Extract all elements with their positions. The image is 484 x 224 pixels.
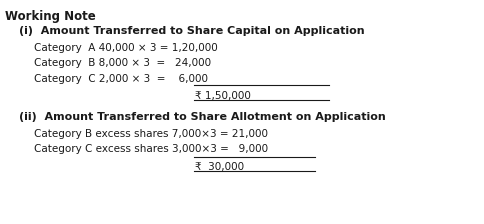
Text: Category  B 8,000 × 3  =   24,000: Category B 8,000 × 3 = 24,000 xyxy=(34,58,211,68)
Text: Category  A 40,000 × 3 = 1,20,000: Category A 40,000 × 3 = 1,20,000 xyxy=(34,43,218,53)
Text: ₹  30,000: ₹ 30,000 xyxy=(195,162,243,172)
Text: Working Note: Working Note xyxy=(5,10,96,23)
Text: (ii)  Amount Transferred to Share Allotment on Application: (ii) Amount Transferred to Share Allotme… xyxy=(19,112,386,122)
Text: Category C excess shares 3,000×3 =   9,000: Category C excess shares 3,000×3 = 9,000 xyxy=(34,144,268,155)
Text: ₹ 1,50,000: ₹ 1,50,000 xyxy=(195,91,250,101)
Text: Category B excess shares 7,000×3 = 21,000: Category B excess shares 7,000×3 = 21,00… xyxy=(34,129,268,139)
Text: (i)  Amount Transferred to Share Capital on Application: (i) Amount Transferred to Share Capital … xyxy=(19,26,365,36)
Text: Category  C 2,000 × 3  =    6,000: Category C 2,000 × 3 = 6,000 xyxy=(34,74,208,84)
